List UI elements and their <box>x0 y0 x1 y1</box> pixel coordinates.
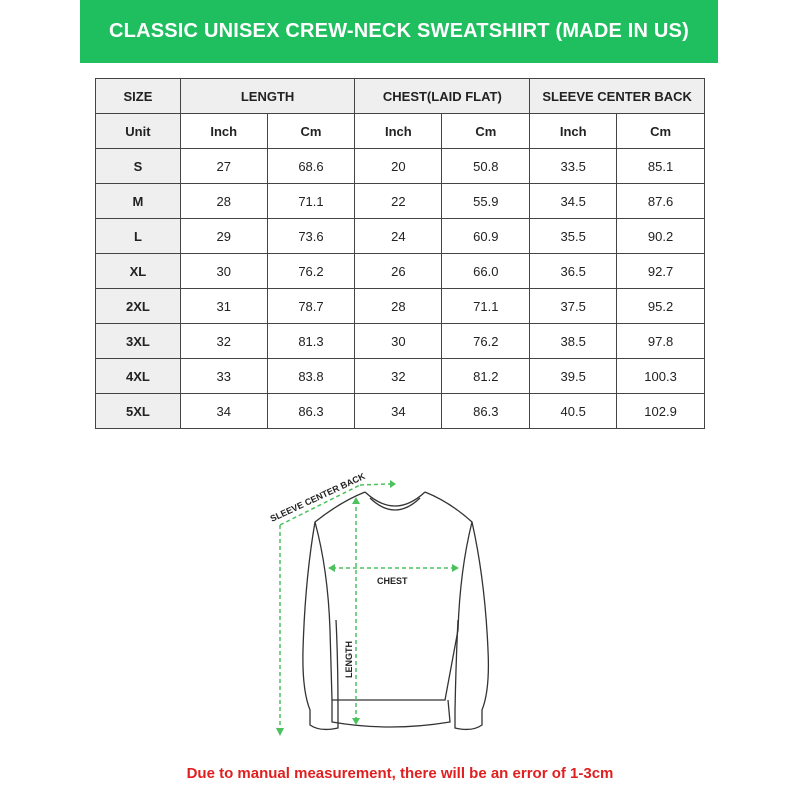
value-cell: 85.1 <box>616 148 705 184</box>
measure-lines <box>279 483 455 732</box>
value-cell: 81.3 <box>266 323 356 359</box>
table-row: 4XL 33 83.8 32 81.2 39.5 100.3 <box>95 358 705 394</box>
value-cell: 78.7 <box>266 288 356 324</box>
value-cell: 33 <box>179 358 268 394</box>
header-chest: CHEST(LAID FLAT) <box>354 78 531 114</box>
size-cell: S <box>95 148 181 184</box>
value-cell: 66.0 <box>441 253 531 289</box>
value-cell: 76.2 <box>441 323 531 359</box>
value-cell: 68.6 <box>266 148 356 184</box>
chest-label: CHEST <box>377 576 408 586</box>
value-cell: 90.2 <box>616 218 705 254</box>
measurement-note: Due to manual measurement, there will be… <box>186 765 614 782</box>
value-cell: 22 <box>354 183 443 219</box>
value-cell: 50.8 <box>441 148 531 184</box>
value-cell: 92.7 <box>616 253 705 289</box>
value-cell: 73.6 <box>266 218 356 254</box>
value-cell: 71.1 <box>441 288 531 324</box>
value-cell: 37.5 <box>529 288 618 324</box>
table-row: 5XL 34 86.3 34 86.3 40.5 102.9 <box>95 393 705 429</box>
sweatshirt-outline <box>302 491 490 731</box>
value-cell: 34 <box>354 393 443 429</box>
unit-cell: Inch <box>354 113 443 149</box>
unit-cell: Cm <box>441 113 531 149</box>
table-row: S 27 68.6 20 50.8 33.5 85.1 <box>95 148 705 184</box>
value-cell: 20 <box>354 148 443 184</box>
title-banner: CLASSIC UNISEX CREW-NECK SWEATSHIRT (MAD… <box>80 0 718 63</box>
value-cell: 30 <box>179 253 268 289</box>
value-cell: 35.5 <box>529 218 618 254</box>
value-cell: 24 <box>354 218 443 254</box>
table-row: M 28 71.1 22 55.9 34.5 87.6 <box>95 183 705 219</box>
value-cell: 32 <box>354 358 443 394</box>
size-chart-table: SIZE LENGTH CHEST(LAID FLAT) SLEEVE CENT… <box>95 78 705 429</box>
sweatshirt-diagram: SLEEVE CENTER BACK CHEST LENGTH <box>269 471 490 736</box>
table-row: 2XL 31 78.7 28 71.1 37.5 95.2 <box>95 288 705 324</box>
size-cell: 5XL <box>95 393 181 429</box>
unit-cell: Cm <box>616 113 705 149</box>
table-row: L 29 73.6 24 60.9 35.5 90.2 <box>95 218 705 254</box>
table-row: 3XL 32 81.3 30 76.2 38.5 97.8 <box>95 323 705 359</box>
value-cell: 40.5 <box>529 393 618 429</box>
value-cell: 32 <box>179 323 268 359</box>
value-cell: 38.5 <box>529 323 618 359</box>
size-cell: 3XL <box>95 323 181 359</box>
value-cell: 86.3 <box>266 393 356 429</box>
value-cell: 30 <box>354 323 443 359</box>
header-length: LENGTH <box>179 78 356 114</box>
value-cell: 95.2 <box>616 288 705 324</box>
value-cell: 100.3 <box>616 358 705 394</box>
value-cell: 31 <box>179 288 268 324</box>
value-cell: 29 <box>179 218 268 254</box>
value-cell: 36.5 <box>529 253 618 289</box>
size-cell: 2XL <box>95 288 181 324</box>
arrow-heads <box>276 480 459 736</box>
value-cell: 102.9 <box>616 393 705 429</box>
page-title: CLASSIC UNISEX CREW-NECK SWEATSHIRT (MAD… <box>109 20 689 42</box>
unit-cell: Inch <box>179 113 268 149</box>
value-cell: 60.9 <box>441 218 531 254</box>
value-cell: 33.5 <box>529 148 618 184</box>
unit-row: Unit Inch Cm Inch Cm Inch Cm <box>95 113 705 149</box>
size-cell: 4XL <box>95 358 181 394</box>
value-cell: 34.5 <box>529 183 618 219</box>
value-cell: 76.2 <box>266 253 356 289</box>
value-cell: 81.2 <box>441 358 531 394</box>
value-cell: 97.8 <box>616 323 705 359</box>
header-size: SIZE <box>95 78 181 114</box>
value-cell: 71.1 <box>266 183 356 219</box>
value-cell: 39.5 <box>529 358 618 394</box>
length-label: LENGTH <box>344 641 354 678</box>
unit-label: Unit <box>95 113 181 149</box>
value-cell: 55.9 <box>441 183 531 219</box>
value-cell: 86.3 <box>441 393 531 429</box>
header-row: SIZE LENGTH CHEST(LAID FLAT) SLEEVE CENT… <box>95 78 705 114</box>
size-cell: L <box>95 218 181 254</box>
value-cell: 28 <box>179 183 268 219</box>
value-cell: 26 <box>354 253 443 289</box>
size-cell: XL <box>95 253 181 289</box>
size-cell: M <box>95 183 181 219</box>
header-sleeve: SLEEVE CENTER BACK <box>529 78 705 114</box>
unit-cell: Inch <box>529 113 618 149</box>
value-cell: 34 <box>179 393 268 429</box>
value-cell: 83.8 <box>266 358 356 394</box>
table-row: XL 30 76.2 26 66.0 36.5 92.7 <box>95 253 705 289</box>
value-cell: 27 <box>179 148 268 184</box>
value-cell: 28 <box>354 288 443 324</box>
value-cell: 87.6 <box>616 183 705 219</box>
unit-cell: Cm <box>266 113 356 149</box>
